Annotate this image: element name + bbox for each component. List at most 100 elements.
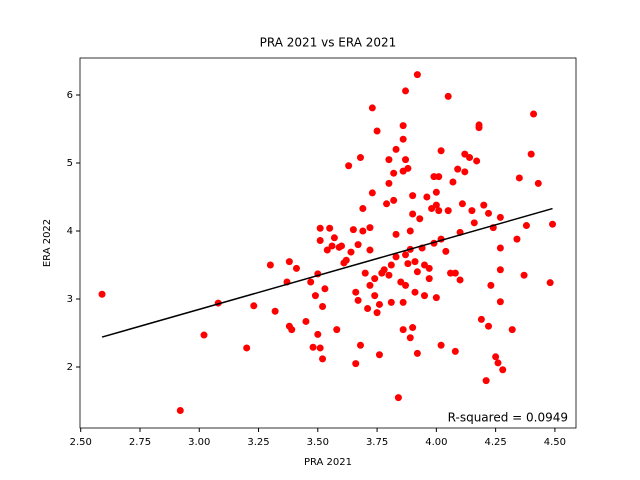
y-tick-label: 6	[67, 90, 73, 101]
point	[451, 347, 459, 355]
point	[499, 366, 507, 374]
point	[394, 394, 402, 402]
point	[323, 246, 331, 254]
point	[380, 266, 388, 274]
point	[546, 279, 554, 287]
point	[399, 135, 407, 143]
point	[250, 302, 258, 310]
y-tick-label: 3	[67, 294, 73, 305]
point	[482, 377, 490, 385]
point	[354, 296, 362, 304]
point	[366, 281, 374, 289]
fit-line	[101, 207, 553, 338]
point	[338, 242, 346, 250]
x-tick-label: 4.25	[484, 437, 506, 448]
point	[485, 209, 493, 217]
point	[385, 271, 393, 279]
point	[477, 315, 485, 323]
point	[466, 154, 474, 162]
point	[402, 281, 410, 289]
point	[487, 281, 495, 289]
x-tick-label: 2.50	[70, 437, 92, 448]
point	[359, 205, 367, 213]
point	[480, 201, 488, 209]
point	[387, 261, 395, 269]
point	[404, 260, 412, 268]
point	[392, 253, 400, 261]
point	[352, 360, 360, 368]
point	[530, 110, 538, 118]
point	[435, 173, 443, 181]
point	[321, 285, 329, 293]
point	[527, 150, 535, 158]
point	[402, 251, 410, 259]
point	[292, 264, 300, 272]
point	[435, 207, 443, 215]
point	[361, 269, 369, 277]
point	[176, 407, 184, 415]
point	[366, 224, 374, 232]
point	[319, 302, 327, 310]
point	[375, 300, 383, 308]
point	[522, 222, 530, 230]
point	[413, 268, 421, 276]
x-tick-label: 3.25	[247, 437, 269, 448]
point	[307, 278, 315, 286]
point	[390, 169, 398, 177]
point	[387, 298, 395, 306]
point	[399, 298, 407, 306]
y-tick-label: 2	[67, 362, 73, 373]
y-tick-label: 5	[67, 158, 73, 169]
point	[411, 258, 419, 266]
point	[368, 189, 376, 197]
point	[383, 200, 391, 208]
point	[314, 330, 322, 338]
point	[409, 192, 417, 200]
point	[451, 269, 459, 277]
point	[302, 317, 310, 325]
point	[347, 248, 355, 256]
x-tick-label: 4.50	[544, 437, 566, 448]
point	[364, 305, 372, 313]
point	[349, 226, 357, 234]
point	[356, 154, 364, 162]
point	[316, 224, 324, 232]
point	[549, 220, 557, 228]
point	[513, 235, 521, 243]
point	[475, 124, 483, 132]
point	[413, 71, 421, 79]
point	[402, 156, 410, 164]
point	[392, 230, 400, 238]
point	[243, 344, 251, 352]
x-tick-label: 3.00	[188, 437, 210, 448]
point	[496, 266, 504, 274]
point	[354, 241, 362, 249]
point	[285, 258, 293, 266]
x-tick-label: 4.00	[425, 437, 447, 448]
point	[352, 288, 360, 296]
point	[316, 344, 324, 352]
point	[406, 334, 414, 342]
point	[288, 326, 296, 334]
point	[98, 290, 106, 298]
point	[520, 271, 528, 279]
point	[461, 168, 469, 176]
point	[271, 307, 279, 315]
point	[366, 246, 374, 254]
point	[399, 122, 407, 130]
point	[425, 264, 433, 272]
x-tick-label: 3.75	[366, 437, 388, 448]
point	[409, 324, 417, 332]
point	[385, 156, 393, 164]
point	[458, 200, 466, 208]
point	[456, 276, 464, 284]
point	[390, 196, 398, 204]
point	[399, 326, 407, 334]
point	[371, 292, 379, 300]
point	[409, 210, 417, 218]
point	[534, 179, 542, 187]
y-axis-label: ERA 2022	[42, 219, 53, 267]
point	[444, 92, 452, 100]
point	[437, 341, 445, 349]
point	[404, 164, 412, 172]
